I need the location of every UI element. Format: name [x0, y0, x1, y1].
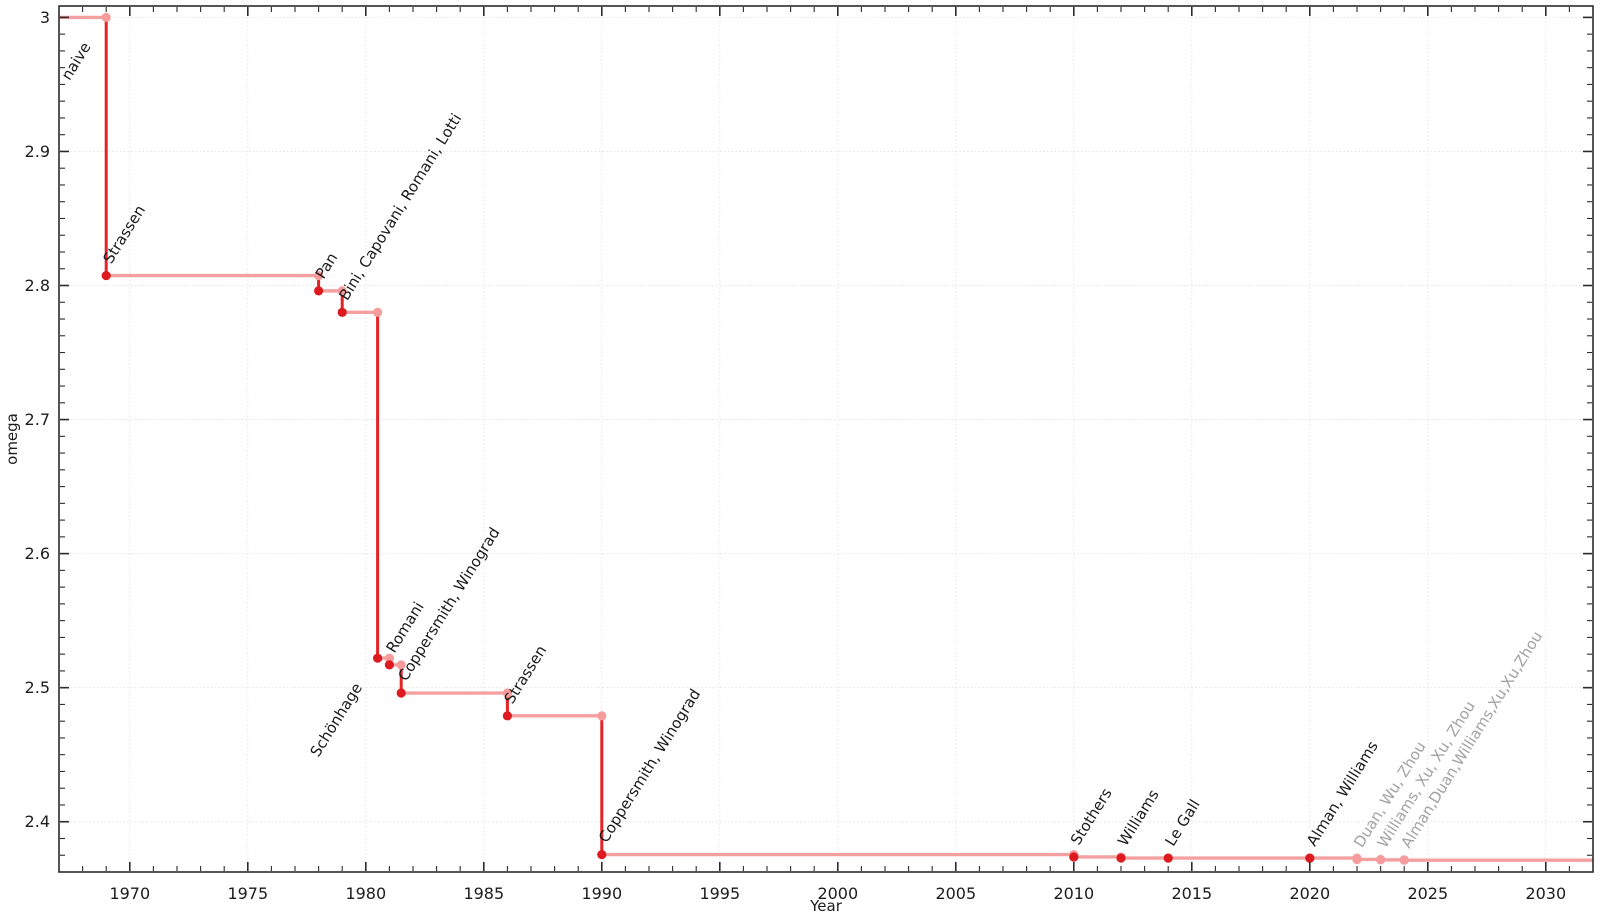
- data-point: [1352, 854, 1362, 865]
- data-point: [337, 307, 347, 317]
- data-point: [1069, 852, 1079, 862]
- data-point-pre: [384, 653, 394, 663]
- data-points: [101, 12, 1409, 865]
- data-point-pre: [337, 286, 347, 296]
- data-point: [1163, 853, 1173, 863]
- y-tick-label: 3: [40, 8, 50, 27]
- data-point: [1399, 855, 1409, 865]
- x-tick-label: 1970: [109, 884, 150, 903]
- x-tick-label: 2015: [1171, 884, 1212, 903]
- data-point: [373, 653, 383, 663]
- y-tick-label: 2.9: [25, 142, 50, 161]
- x-tick-label: 1980: [345, 884, 386, 903]
- data-point-pre: [396, 660, 406, 670]
- x-tick-label: 2000: [817, 884, 858, 903]
- event-label: Alman,Duan,Williams,Xu,Xu,Zhou: [1397, 628, 1546, 851]
- data-point: [1116, 853, 1126, 863]
- data-point-pre: [373, 307, 383, 317]
- step-line-series: [59, 15, 1593, 862]
- x-tick-label: 2010: [1053, 884, 1094, 903]
- data-point: [396, 688, 406, 698]
- y-tick-label: 2.8: [25, 276, 50, 295]
- event-label: Bini, Capovani, Romani, Lotti: [335, 110, 465, 303]
- x-tick-label: 1985: [463, 884, 504, 903]
- gridlines: [59, 6, 1593, 872]
- data-point: [502, 711, 512, 721]
- x-tick-label: 1975: [227, 884, 268, 903]
- plot-frame: [58, 5, 1594, 873]
- data-point: [101, 270, 111, 281]
- x-tick-label: 1995: [699, 884, 740, 903]
- data-point-pre: [502, 688, 512, 698]
- y-tick-label: 2.4: [25, 812, 50, 831]
- x-axis-title: Year: [809, 897, 843, 915]
- data-point: [597, 849, 607, 860]
- x-tick-label: 1990: [581, 884, 622, 903]
- data-point: [384, 660, 394, 670]
- y-tick-label: 2.7: [25, 410, 50, 429]
- y-axis-title: omega: [3, 413, 21, 465]
- event-label: Williams: [1114, 786, 1163, 849]
- data-point-pre: [314, 270, 324, 281]
- axes-and-ticks: 1970 1975 1980 1985 1990 1995 2000 2005 2010 2015…: [25, 5, 1594, 903]
- x-tick-label: 2020: [1289, 884, 1330, 903]
- event-label: Coppersmith, Winograd: [595, 686, 704, 846]
- x-tick-label: 2025: [1407, 884, 1448, 903]
- y-tick-label: 2.5: [25, 678, 50, 697]
- data-point: [1376, 855, 1386, 865]
- event-label: Strassen: [501, 642, 551, 707]
- data-point-pre: [597, 711, 607, 721]
- data-point: [314, 286, 324, 296]
- y-tick-label: 2.6: [25, 544, 50, 563]
- x-tick-label: 2005: [935, 884, 976, 903]
- event-label: naive: [58, 39, 95, 83]
- event-label: Schönhage: [307, 680, 366, 760]
- data-point-pre: [101, 12, 111, 22]
- event-label: Le Gall: [1161, 796, 1203, 849]
- x-tick-label: 2030: [1525, 884, 1566, 903]
- data-point: [1305, 853, 1315, 863]
